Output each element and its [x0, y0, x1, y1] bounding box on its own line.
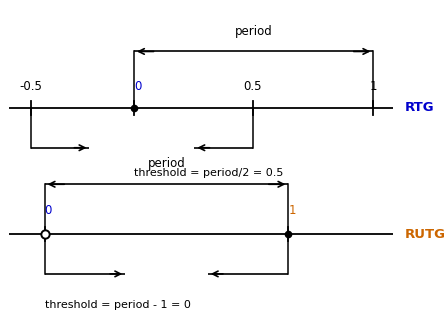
Text: period: period	[148, 157, 185, 170]
Text: period: period	[235, 25, 273, 38]
Text: -0.5: -0.5	[20, 80, 43, 93]
Text: RTG: RTG	[405, 101, 434, 115]
Text: 0: 0	[45, 205, 52, 217]
Text: 1: 1	[288, 205, 296, 217]
Text: threshold = period - 1 = 0: threshold = period - 1 = 0	[45, 300, 190, 310]
Text: 0: 0	[134, 80, 141, 93]
Text: threshold = period/2 = 0.5: threshold = period/2 = 0.5	[134, 168, 283, 178]
Text: RUTG: RUTG	[405, 227, 446, 241]
Text: 0.5: 0.5	[243, 80, 262, 93]
Text: 1: 1	[370, 80, 377, 93]
